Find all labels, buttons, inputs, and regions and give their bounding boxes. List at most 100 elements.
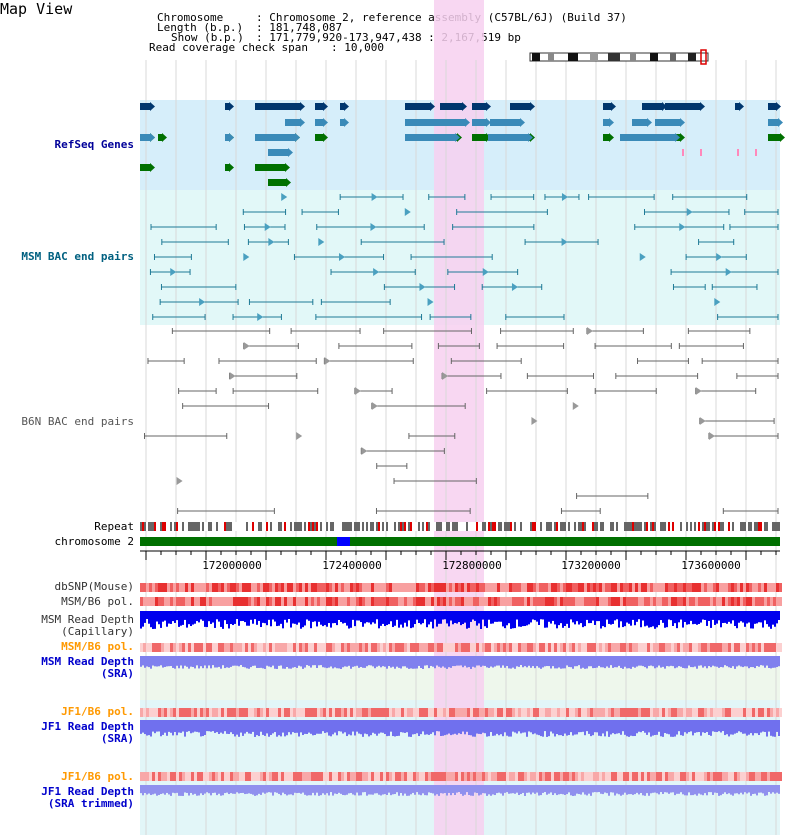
heat-cell — [494, 643, 497, 652]
repeat-bar — [486, 522, 488, 531]
depth-bar — [154, 720, 156, 734]
depth-bar — [774, 656, 776, 668]
depth-bar — [770, 656, 772, 669]
heat-cell — [386, 583, 389, 592]
repeat-bar — [582, 522, 584, 531]
heat-cell — [443, 772, 446, 781]
heat-cell — [761, 643, 764, 652]
repeat-bar — [414, 522, 416, 531]
depth-bar — [260, 720, 262, 732]
depth-bar — [748, 611, 750, 623]
repeat-bar — [504, 522, 506, 531]
heat-cell — [722, 643, 725, 652]
depth-bar — [366, 656, 368, 667]
depth-bar — [756, 656, 758, 667]
gene-arrow — [662, 102, 667, 111]
heat-cell — [548, 597, 551, 606]
heat-cell — [419, 597, 422, 606]
depth-bar — [270, 611, 272, 627]
heat-cell — [368, 597, 371, 606]
gene-arrow — [530, 102, 535, 111]
heat-cell — [362, 643, 365, 652]
depth-bar — [346, 611, 348, 626]
heat-cell — [212, 643, 215, 652]
depth-bar — [620, 720, 622, 735]
depth-bar — [242, 656, 244, 667]
gene-arrow — [680, 133, 685, 142]
heat-cell — [395, 643, 398, 652]
repeat-bar — [288, 522, 290, 531]
depth-bar — [286, 785, 288, 796]
depth-bar — [580, 785, 582, 795]
heat-cell — [770, 597, 773, 606]
heat-cell — [677, 597, 680, 606]
heat-cell — [302, 597, 305, 606]
depth-bar — [740, 785, 742, 793]
heat-cell — [251, 643, 254, 652]
repeat-bar — [194, 522, 196, 531]
heat-cell — [470, 597, 473, 606]
repeat-bar — [766, 522, 768, 531]
depth-bar — [624, 785, 626, 793]
depth-bar — [186, 656, 188, 667]
depth-bar — [672, 656, 674, 667]
heat-cell — [512, 583, 515, 592]
heat-cell — [422, 583, 425, 592]
depth-bar — [340, 785, 342, 794]
heat-cell — [578, 583, 581, 592]
depth-bar — [690, 720, 692, 732]
heat-cell — [767, 597, 770, 606]
repeat-bar — [568, 522, 570, 531]
depth-bar — [214, 785, 216, 793]
depth-bar — [468, 656, 470, 668]
heat-cell — [482, 597, 485, 606]
heat-cell — [284, 708, 287, 717]
depth-bar — [326, 611, 328, 627]
depth-bar — [316, 785, 318, 793]
depth-bar — [394, 656, 396, 669]
depth-bar — [646, 785, 648, 794]
depth-bar — [314, 720, 316, 736]
heat-cell — [641, 597, 644, 606]
heat-cell — [368, 708, 371, 717]
heat-cell — [443, 597, 446, 606]
repeat-bar — [530, 522, 532, 531]
heat-cell — [590, 583, 593, 592]
depth-bar — [578, 656, 580, 666]
heat-cell — [167, 597, 170, 606]
depth-bar — [144, 656, 146, 668]
depth-bar — [358, 720, 360, 734]
gene-arrow — [700, 102, 705, 111]
heat-cell — [500, 583, 503, 592]
heat-cell — [218, 772, 221, 781]
repeat-bar — [428, 522, 430, 531]
depth-bar — [212, 656, 214, 666]
heat-cell — [224, 708, 227, 717]
repeat-bar — [470, 522, 472, 531]
depth-bar — [738, 611, 740, 623]
heat-cell — [392, 643, 395, 652]
heat-cell — [560, 708, 563, 717]
depth-bar — [350, 720, 352, 736]
depth-bar — [586, 611, 588, 620]
depth-bar — [378, 785, 380, 795]
depth-bar — [154, 611, 156, 629]
depth-bar — [200, 720, 202, 737]
heat-cell — [443, 643, 446, 652]
repeat-bar — [264, 522, 266, 531]
depth-bar — [286, 611, 288, 623]
heat-cell — [311, 772, 314, 781]
heat-cell — [164, 708, 167, 717]
depth-bar — [628, 611, 630, 624]
depth-bar — [442, 720, 444, 736]
depth-bar — [366, 611, 368, 623]
heat-cell — [611, 643, 614, 652]
heat-cell — [248, 708, 251, 717]
depth-bar — [154, 785, 156, 794]
heat-cell — [332, 643, 335, 652]
depth-bar — [680, 656, 682, 667]
heat-cell — [554, 772, 557, 781]
msm-bac-marker — [268, 238, 275, 246]
heat-cell — [578, 643, 581, 652]
